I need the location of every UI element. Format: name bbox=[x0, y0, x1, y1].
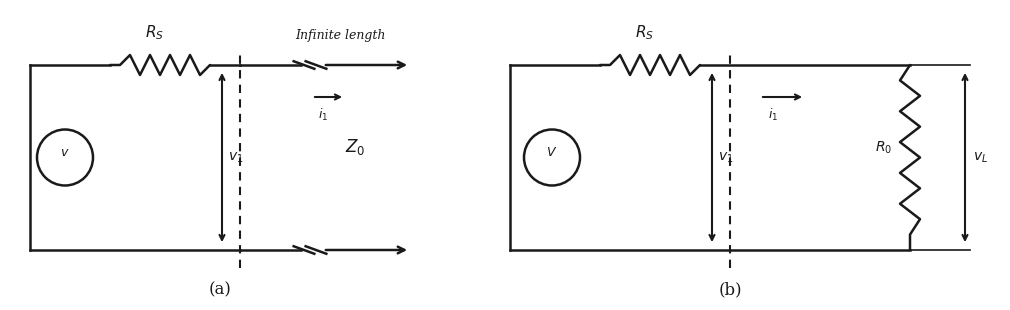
Text: $i_1$: $i_1$ bbox=[318, 107, 328, 123]
Text: $R_S$: $R_S$ bbox=[145, 23, 165, 42]
Text: $Z_0$: $Z_0$ bbox=[344, 138, 366, 157]
Text: $R_0$: $R_0$ bbox=[875, 139, 892, 156]
Text: $v_1$: $v_1$ bbox=[228, 150, 243, 165]
Text: (b): (b) bbox=[718, 281, 741, 298]
Text: $R_S$: $R_S$ bbox=[635, 23, 654, 42]
Text: (a): (a) bbox=[208, 281, 231, 298]
Text: $i_1$: $i_1$ bbox=[768, 107, 779, 123]
Text: Infinite length: Infinite length bbox=[295, 29, 386, 42]
Text: $V$: $V$ bbox=[546, 146, 558, 159]
Text: $v_1$: $v_1$ bbox=[718, 150, 733, 165]
Text: $v_L$: $v_L$ bbox=[973, 150, 988, 165]
Text: $v$: $v$ bbox=[61, 146, 70, 159]
